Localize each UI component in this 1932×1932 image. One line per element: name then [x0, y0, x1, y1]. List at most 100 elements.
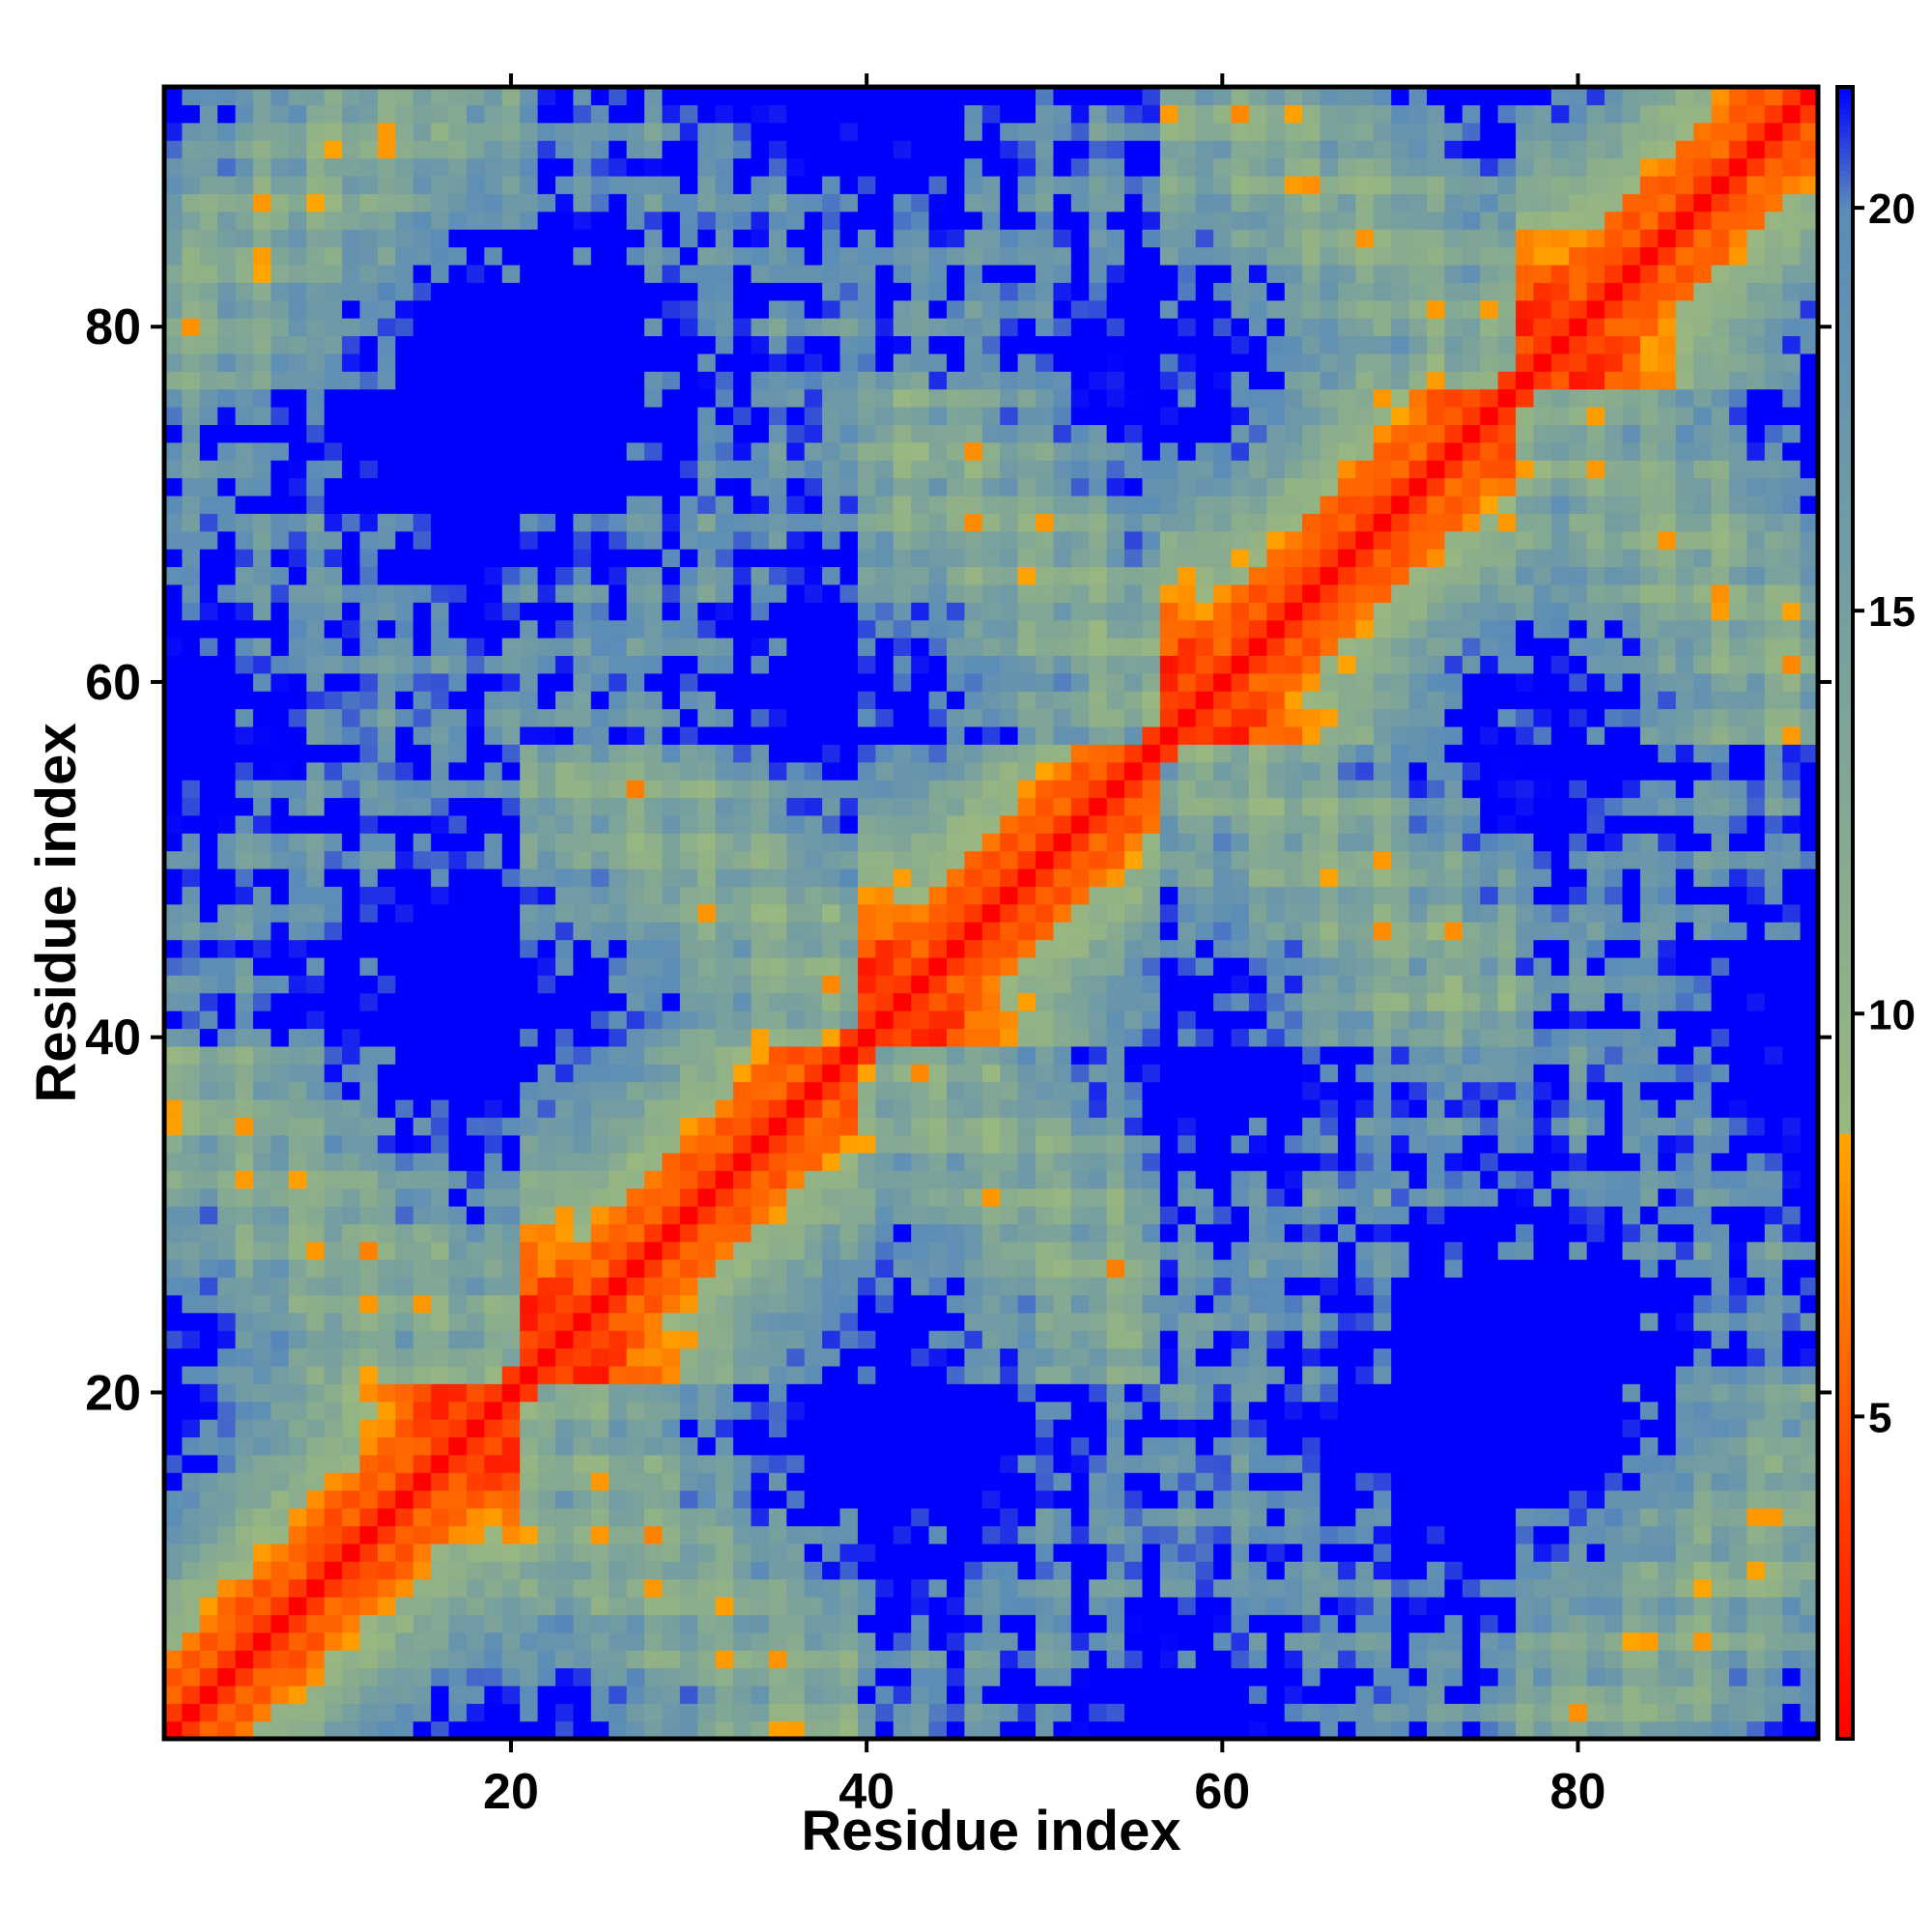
heatmap-cell	[1089, 1436, 1108, 1456]
heatmap-cell	[1017, 1525, 1037, 1545]
heatmap-cell	[751, 193, 770, 213]
heatmap-cell	[554, 708, 574, 727]
heatmap-cell	[306, 602, 326, 621]
heatmap-cell	[715, 1667, 734, 1687]
heatmap-cell	[662, 513, 681, 532]
heatmap-cell	[964, 549, 983, 568]
heatmap-cell	[839, 229, 859, 248]
heatmap-cell	[1036, 246, 1055, 266]
heatmap-cell	[359, 1543, 379, 1562]
heatmap-cell	[715, 1383, 734, 1403]
heatmap-cell	[1053, 583, 1072, 603]
heatmap-cell	[662, 922, 681, 941]
heatmap-cell	[466, 175, 485, 194]
heatmap-cell	[484, 1490, 503, 1509]
heatmap-cell	[981, 975, 1001, 994]
heatmap-cell	[377, 761, 396, 781]
heatmap-cell	[822, 939, 841, 958]
heatmap-cell	[1000, 1650, 1019, 1669]
heatmap-cell	[1053, 1134, 1072, 1153]
heatmap-cell	[857, 638, 876, 656]
heatmap-cell	[217, 903, 237, 923]
heatmap-cell	[626, 530, 645, 550]
heatmap-cell	[662, 211, 681, 230]
heatmap-cell	[1017, 424, 1037, 443]
heatmap-cell	[199, 1348, 218, 1367]
heatmap-cell	[288, 1312, 307, 1331]
heatmap-cell	[804, 1454, 823, 1473]
heatmap-cell	[893, 975, 912, 994]
heatmap-cell	[235, 992, 254, 1011]
heatmap-cell	[395, 1276, 414, 1295]
heatmap-cell	[377, 1507, 396, 1526]
heatmap-cell	[484, 903, 503, 923]
heatmap-cell	[484, 1259, 503, 1278]
heatmap-cell	[786, 1436, 806, 1456]
heatmap-cell	[893, 1152, 912, 1172]
heatmap-cell	[768, 1010, 787, 1030]
heatmap-cell	[786, 975, 806, 994]
heatmap-cell	[448, 1614, 468, 1634]
heatmap-cell	[626, 1436, 645, 1456]
heatmap-cell	[520, 299, 539, 319]
heatmap-cell	[537, 1134, 556, 1153]
heatmap-cell	[946, 1401, 965, 1420]
heatmap-cell	[1017, 299, 1037, 319]
heatmap-cell	[733, 1348, 753, 1367]
heatmap-cell	[182, 939, 201, 958]
heatmap-cell	[946, 761, 965, 781]
heatmap-cell	[1053, 1632, 1072, 1651]
heatmap-cell	[857, 1632, 876, 1651]
heatmap-cell	[804, 246, 823, 266]
heatmap-cell	[412, 655, 432, 674]
heatmap-cell	[377, 939, 396, 958]
heatmap-cell	[1089, 797, 1108, 816]
heatmap-cell	[804, 1365, 823, 1384]
heatmap-cell	[217, 1685, 237, 1704]
heatmap-cell	[412, 264, 432, 283]
heatmap-cell	[857, 335, 876, 355]
heatmap-cell	[537, 886, 556, 905]
heatmap-cell	[893, 1188, 912, 1207]
heatmap-cell	[911, 1028, 930, 1047]
heatmap-cell	[520, 903, 539, 923]
heatmap-cell	[306, 1170, 326, 1189]
heatmap-cell	[554, 922, 574, 941]
heatmap-cell	[679, 1507, 698, 1526]
heatmap-cell	[1036, 1188, 1055, 1207]
heatmap-cell	[306, 299, 326, 319]
heatmap-cell	[182, 814, 201, 834]
heatmap-cell	[857, 318, 876, 337]
heatmap-cell	[537, 992, 556, 1011]
heatmap-cell	[1106, 1223, 1125, 1242]
heatmap-cell	[928, 922, 948, 941]
heatmap-cell	[1106, 638, 1125, 656]
heatmap-cell	[359, 691, 379, 710]
heatmap-cell	[875, 761, 895, 781]
heatmap-cell	[537, 211, 556, 230]
heatmap-cell	[609, 1206, 628, 1225]
heatmap-cell	[609, 1614, 628, 1634]
heatmap-cell	[573, 1276, 592, 1295]
heatmap-cell	[911, 725, 930, 745]
heatmap-cell	[182, 229, 201, 248]
heatmap-cell	[288, 1294, 307, 1314]
heatmap-cell	[822, 886, 841, 905]
heatmap-cell	[609, 495, 628, 514]
heatmap-cell	[751, 1294, 770, 1314]
heatmap-cell	[573, 602, 592, 621]
heatmap-cell	[324, 353, 343, 372]
heatmap-cell	[662, 566, 681, 585]
heatmap-cell	[1017, 1276, 1037, 1295]
heatmap-cell	[609, 1028, 628, 1047]
heatmap-cell	[359, 299, 379, 319]
heatmap-cell	[804, 725, 823, 745]
heatmap-cell	[342, 1383, 361, 1403]
heatmap-cell	[839, 903, 859, 923]
heatmap-cell	[324, 1010, 343, 1030]
heatmap-cell	[235, 1276, 254, 1295]
heatmap-cell	[626, 780, 645, 799]
heatmap-cell	[609, 1170, 628, 1189]
heatmap-cell	[573, 1472, 592, 1492]
heatmap-cell	[822, 1454, 841, 1473]
